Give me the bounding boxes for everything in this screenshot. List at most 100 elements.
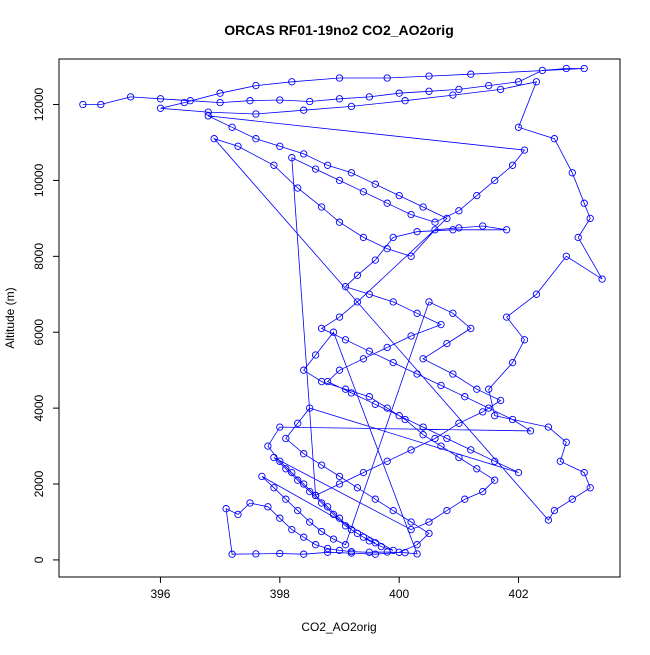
data-point bbox=[544, 423, 553, 431]
data-point bbox=[317, 527, 326, 536]
data-point bbox=[419, 431, 427, 439]
data-point bbox=[306, 487, 314, 496]
data-point bbox=[413, 309, 421, 317]
data-point bbox=[485, 385, 493, 393]
data-point bbox=[383, 343, 391, 352]
data-point bbox=[359, 233, 368, 242]
plot-frame bbox=[58, 58, 621, 578]
data-point bbox=[300, 450, 308, 458]
data-point bbox=[180, 98, 188, 107]
data-point bbox=[491, 412, 499, 420]
data-point bbox=[300, 150, 308, 158]
data-point bbox=[413, 550, 421, 558]
data-point bbox=[407, 525, 415, 534]
data-point bbox=[383, 457, 391, 465]
data-point bbox=[204, 112, 212, 120]
data-point bbox=[425, 298, 433, 306]
data-point bbox=[347, 102, 356, 111]
data-point bbox=[467, 70, 475, 78]
data-point bbox=[437, 442, 445, 450]
data-point bbox=[294, 419, 302, 427]
data-point bbox=[467, 446, 475, 454]
data-point bbox=[335, 313, 344, 321]
data-point bbox=[341, 336, 350, 344]
data-point bbox=[156, 104, 165, 112]
data-point bbox=[323, 161, 332, 169]
data-point bbox=[431, 226, 439, 234]
data-point bbox=[276, 514, 284, 522]
data-point bbox=[353, 484, 362, 492]
data-point bbox=[300, 533, 308, 541]
data-point bbox=[425, 87, 433, 95]
data-point bbox=[449, 91, 457, 99]
data-point bbox=[306, 518, 314, 526]
data-point bbox=[491, 476, 499, 484]
data-point bbox=[371, 256, 379, 264]
data-point bbox=[526, 427, 535, 435]
data-point bbox=[276, 423, 284, 431]
axes-layer: 396 398 400 402 0 2000 4000 6000 8000 10000 12000 bbox=[32, 88, 529, 601]
data-point bbox=[216, 89, 224, 97]
data-point bbox=[419, 203, 427, 211]
data-point bbox=[300, 106, 308, 114]
data-point bbox=[234, 510, 242, 519]
data-point bbox=[311, 541, 320, 549]
y-tick-label: 12000 bbox=[32, 88, 46, 122]
data-point bbox=[282, 465, 290, 473]
data-point bbox=[574, 233, 582, 242]
data-point bbox=[407, 518, 415, 526]
x-tick-label: 396 bbox=[150, 587, 170, 601]
data-point bbox=[246, 499, 254, 507]
data-point bbox=[407, 446, 415, 454]
data-point bbox=[371, 495, 379, 503]
data-point bbox=[365, 548, 373, 556]
data-point bbox=[389, 233, 397, 242]
data-point bbox=[419, 355, 427, 363]
data-point bbox=[455, 207, 463, 215]
data-point bbox=[365, 347, 373, 355]
data-point bbox=[538, 66, 547, 75]
data-point bbox=[586, 484, 594, 492]
data-point bbox=[514, 123, 523, 131]
data-point bbox=[359, 533, 368, 541]
data-point bbox=[407, 252, 415, 260]
data-point bbox=[431, 434, 439, 443]
data-point bbox=[359, 355, 368, 363]
data-point bbox=[228, 123, 236, 131]
data-point bbox=[461, 495, 469, 503]
data-point bbox=[389, 506, 397, 515]
data-point bbox=[395, 412, 403, 420]
data-point bbox=[479, 222, 487, 230]
data-point bbox=[323, 548, 332, 556]
data-point bbox=[485, 404, 493, 412]
data-point bbox=[234, 142, 242, 150]
x-tick-label: 400 bbox=[389, 587, 409, 601]
data-point bbox=[383, 199, 391, 207]
data-point bbox=[341, 385, 350, 393]
data-point bbox=[335, 546, 344, 555]
data-point bbox=[288, 468, 296, 477]
data-point bbox=[317, 461, 326, 469]
data-point bbox=[258, 472, 266, 481]
y-tick-label: 6000 bbox=[32, 319, 46, 346]
data-point bbox=[335, 514, 344, 522]
data-point bbox=[437, 320, 445, 329]
data-point bbox=[300, 550, 308, 558]
data-point bbox=[514, 468, 523, 477]
data-point bbox=[413, 370, 421, 378]
data-point bbox=[407, 332, 415, 340]
data-point bbox=[473, 191, 481, 200]
data-point bbox=[335, 480, 344, 488]
data-point bbox=[294, 476, 302, 484]
data-point bbox=[473, 385, 481, 393]
data-point bbox=[228, 550, 236, 558]
data-point bbox=[276, 142, 284, 150]
data-point bbox=[300, 366, 308, 374]
data-point bbox=[455, 85, 463, 94]
data-point bbox=[288, 78, 296, 86]
data-point bbox=[455, 419, 463, 427]
data-point bbox=[586, 214, 594, 223]
data-point bbox=[365, 93, 373, 101]
